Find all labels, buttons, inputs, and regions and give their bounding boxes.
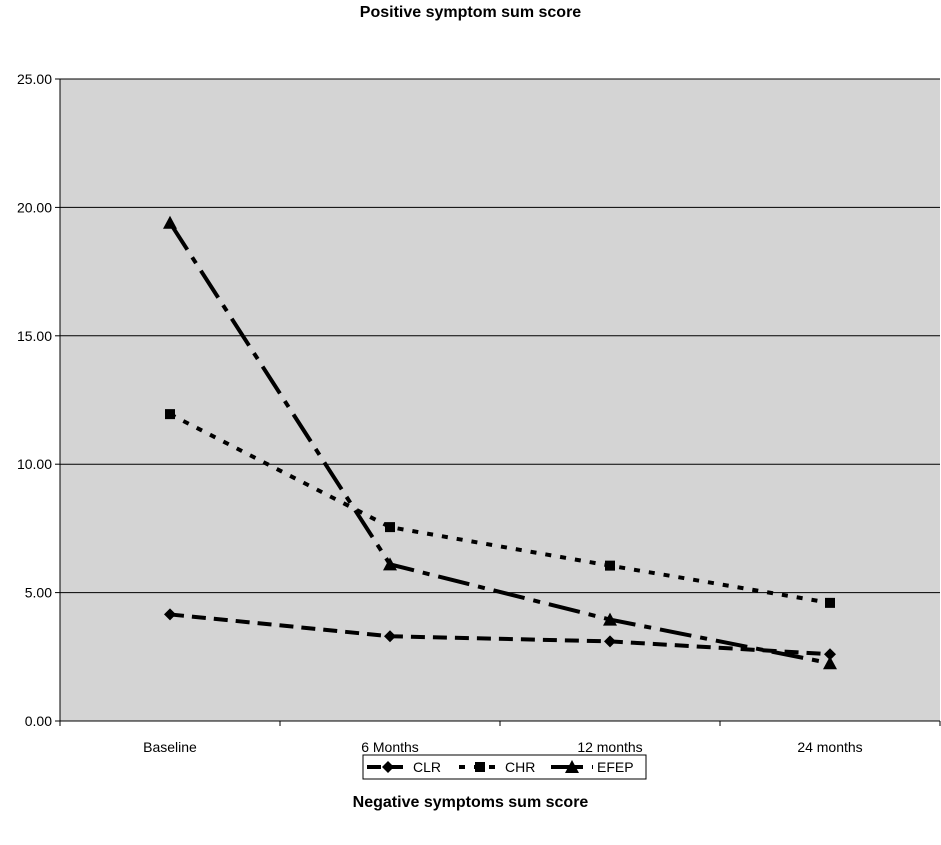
series-layer <box>163 215 837 670</box>
data-point-chr <box>165 409 175 420</box>
data-point-efep <box>383 557 397 571</box>
data-point-clr <box>824 648 836 661</box>
x-tick-label: 24 months <box>797 739 862 755</box>
x-tick-label: Baseline <box>143 739 197 755</box>
legend-marker-efep <box>565 760 579 773</box>
plot-area <box>60 79 940 721</box>
data-point-chr <box>385 522 395 533</box>
data-point-chr <box>605 560 615 571</box>
data-point-clr <box>604 635 616 648</box>
data-point-clr <box>164 608 176 621</box>
data-point-efep <box>823 656 837 670</box>
data-point-efep <box>603 612 617 626</box>
y-axis: 0.00 5.00 10.00 15.00 20.00 25.00 <box>17 71 61 729</box>
x-tick-label: 6 Months <box>361 739 419 755</box>
chart-title: Positive symptom sum score <box>359 4 582 21</box>
data-point-efep <box>163 215 177 229</box>
legend-label-chr: CHR <box>505 759 535 775</box>
x-axis: Baseline 6 Months 12 months 24 months <box>59 720 941 755</box>
data-point-chr <box>825 597 835 608</box>
legend-box <box>362 754 647 780</box>
y-tick-label: 20.00 <box>17 199 52 215</box>
series-line-efep <box>168 221 831 666</box>
y-tick-label: 5.00 <box>25 585 52 601</box>
y-tick-label: 25.00 <box>17 71 52 87</box>
legend: CLR CHR EFEP <box>362 754 647 780</box>
y-tick-label: 15.00 <box>17 328 52 344</box>
series-line-chr <box>169 412 831 605</box>
y-tick-label: 10.00 <box>17 456 52 472</box>
y-tick-label: 0.00 <box>25 713 52 729</box>
chart-subtitle: Negative symptoms sum score <box>352 794 589 811</box>
legend-label-clr: CLR <box>413 759 441 775</box>
x-tick-label: 12 months <box>577 739 642 755</box>
legend-marker-clr <box>382 761 394 773</box>
data-point-clr <box>384 630 396 643</box>
series-line-clr <box>169 612 831 657</box>
legend-marker-chr <box>475 762 485 772</box>
legend-label-efep: EFEP <box>597 759 634 775</box>
